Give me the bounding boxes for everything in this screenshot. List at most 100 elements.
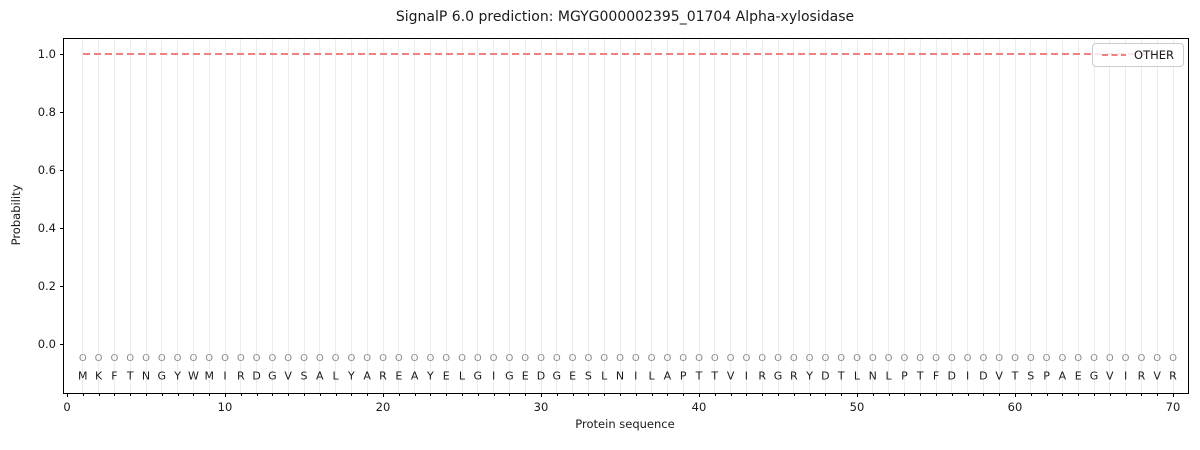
position-class-label: O bbox=[805, 352, 814, 364]
position-class-label: O bbox=[300, 352, 308, 364]
x-minor-tick bbox=[1094, 393, 1095, 396]
sequence-letter: L bbox=[332, 369, 339, 383]
sequence-letter: M bbox=[78, 369, 88, 383]
position-class-label: O bbox=[868, 352, 877, 364]
x-minor-tick bbox=[351, 393, 353, 396]
position-class-label: O bbox=[347, 352, 356, 364]
y-tick-label: 0.0 bbox=[37, 337, 56, 351]
sequence-letter: E bbox=[569, 369, 577, 383]
gridline bbox=[1077, 39, 1079, 393]
gridline bbox=[935, 39, 937, 393]
sequence-letter: E bbox=[442, 369, 450, 383]
gridline bbox=[82, 39, 84, 393]
position-class-label: O bbox=[505, 352, 514, 364]
position-class-label: O bbox=[173, 352, 182, 364]
gridline bbox=[856, 39, 858, 393]
sequence-letter: N bbox=[141, 369, 151, 383]
gridline bbox=[951, 39, 953, 393]
position-class-label: O bbox=[394, 352, 403, 364]
sequence-letter: N bbox=[868, 369, 877, 383]
x-tick-label: 40 bbox=[691, 400, 707, 414]
position-class-label: O bbox=[853, 352, 861, 364]
sequence-letter: Y bbox=[174, 369, 181, 383]
position-class-label: O bbox=[221, 352, 229, 364]
position-class-label: O bbox=[821, 352, 830, 364]
position-class-label: O bbox=[647, 352, 656, 364]
gridline bbox=[777, 39, 779, 393]
sequence-letter: V bbox=[1106, 369, 1114, 383]
sequence-letter: L bbox=[648, 369, 655, 383]
x-major-tick bbox=[1173, 393, 1174, 397]
sequence-letter: R bbox=[1137, 369, 1146, 383]
position-class-label: O bbox=[489, 352, 498, 364]
sequence-letter: Y bbox=[348, 369, 355, 383]
gridline bbox=[872, 39, 874, 393]
position-class-label: O bbox=[568, 352, 577, 364]
position-class-label: O bbox=[758, 352, 767, 364]
position-class-label: O bbox=[521, 352, 530, 364]
x-minor-tick bbox=[335, 393, 337, 396]
position-class-label: O bbox=[410, 352, 419, 364]
sequence-letter: G bbox=[773, 369, 783, 383]
sequence-letter: A bbox=[316, 369, 324, 383]
sequence-letter: T bbox=[711, 369, 719, 383]
sequence-letter: G bbox=[473, 369, 483, 383]
sequence-letter: W bbox=[187, 369, 199, 383]
x-minor-tick bbox=[209, 393, 211, 396]
position-class-label: O bbox=[679, 352, 688, 364]
y-tick bbox=[60, 227, 64, 229]
position-class-label: O bbox=[995, 352, 1004, 364]
gridline bbox=[682, 39, 684, 393]
gridline bbox=[271, 39, 273, 393]
x-minor-tick bbox=[983, 393, 985, 396]
gridline bbox=[240, 39, 242, 393]
position-class-label: O bbox=[284, 352, 293, 364]
position-class-label: O bbox=[1058, 352, 1067, 364]
x-minor-tick bbox=[462, 393, 463, 396]
gridline bbox=[998, 39, 1000, 393]
y-tick-label: 0.8 bbox=[37, 104, 56, 119]
sequence-letter: E bbox=[1074, 369, 1082, 383]
sequence-letter: P bbox=[1043, 369, 1050, 383]
gridline bbox=[335, 39, 337, 393]
position-class-label: O bbox=[600, 352, 609, 364]
position-class-label: O bbox=[331, 352, 340, 364]
x-major-tick bbox=[383, 393, 384, 397]
x-minor-tick bbox=[762, 393, 764, 396]
y-tick-label: 1.0 bbox=[37, 46, 56, 61]
sequence-letter: T bbox=[916, 369, 924, 383]
sequence-letter: T bbox=[695, 369, 703, 383]
gridline bbox=[666, 39, 668, 393]
sequence-letter: Y bbox=[806, 369, 813, 383]
position-class-label: O bbox=[189, 352, 198, 364]
position-class-label: O bbox=[979, 352, 988, 364]
gridline bbox=[1014, 39, 1016, 393]
x-minor-tick bbox=[825, 393, 827, 396]
legend-label-other: OTHER bbox=[1134, 48, 1174, 62]
gridline bbox=[635, 39, 637, 393]
x-minor-tick bbox=[604, 393, 606, 396]
y-tick bbox=[60, 111, 64, 113]
sequence-letter: V bbox=[726, 369, 735, 383]
x-minor-tick bbox=[809, 393, 811, 396]
gridline bbox=[714, 39, 716, 393]
sequence-letter: L bbox=[853, 369, 861, 383]
position-class-label: O bbox=[126, 352, 135, 364]
gridline bbox=[619, 39, 621, 393]
gridline bbox=[761, 39, 763, 393]
gridline bbox=[208, 39, 210, 393]
position-class-label: O bbox=[205, 352, 214, 364]
sequence-letter: A bbox=[1058, 369, 1067, 383]
position-class-label: O bbox=[1137, 352, 1146, 364]
x-minor-tick bbox=[556, 393, 558, 396]
gridline bbox=[161, 39, 163, 393]
sequence-letter: I bbox=[1123, 369, 1128, 383]
x-tick-label: 30 bbox=[533, 400, 549, 414]
other-probability-line bbox=[82, 52, 1173, 55]
position-class-label: O bbox=[110, 352, 119, 364]
gridline bbox=[1061, 39, 1063, 393]
sequence-letter: G bbox=[552, 369, 562, 383]
x-minor-tick bbox=[82, 393, 84, 396]
x-minor-tick bbox=[667, 393, 669, 396]
